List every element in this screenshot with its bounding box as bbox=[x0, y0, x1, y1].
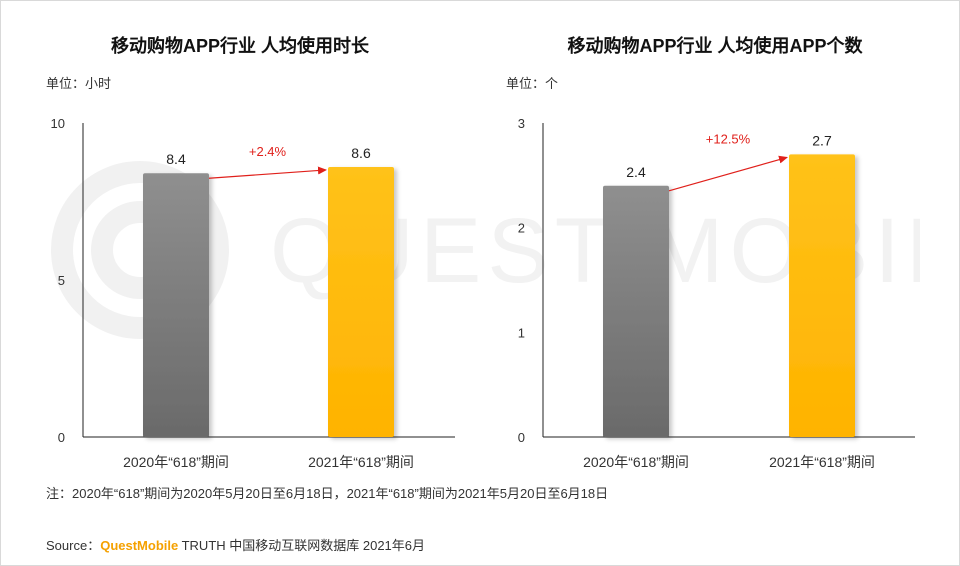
y-tick-label: 3 bbox=[518, 116, 525, 131]
category-label: 2021年“618”期间 bbox=[308, 454, 414, 470]
category-label: 2020年“618”期间 bbox=[583, 454, 689, 470]
chart-app-count-svg: 移动购物APP行业 人均使用APP个数 单位：个 0 1 2 3 2.4 2020年“61… bbox=[506, 35, 915, 470]
growth-label: +12.5% bbox=[706, 131, 751, 146]
category-label: 2021年“618”期间 bbox=[769, 454, 875, 470]
y-tick-label: 0 bbox=[518, 430, 525, 445]
y-tick-label: 0 bbox=[58, 430, 65, 445]
bar bbox=[143, 173, 209, 438]
bar-value-label: 8.6 bbox=[351, 145, 371, 161]
growth-arrow bbox=[208, 166, 327, 179]
bar bbox=[328, 166, 394, 437]
y-tick-label: 2 bbox=[518, 221, 525, 236]
bar-value-label: 8.4 bbox=[166, 151, 186, 167]
plot-area: 0 1 2 3 2.4 2020年“618”期间 2.7 2021年“618”期间 +12.5% bbox=[518, 116, 915, 470]
growth-label: +2.4% bbox=[249, 144, 287, 159]
source-prefix: Source： bbox=[46, 538, 101, 553]
source-brand: QuestMobile bbox=[100, 538, 179, 553]
bar-value-label: 2.7 bbox=[812, 132, 832, 148]
chart-title: 移动购物APP行业 人均使用时长 bbox=[111, 35, 370, 56]
y-tick-label: 5 bbox=[58, 273, 65, 288]
source-rest: TRUTH 中国移动互联网数据库 2021年6月 bbox=[178, 538, 426, 553]
footnote: 注：2020年“618”期间为2020年5月20日至6月18日，2021年“61… bbox=[46, 486, 609, 501]
category-label: 2020年“618”期间 bbox=[123, 454, 229, 470]
source-line: Source：QuestMobile TRUTH 中国移动互联网数据库 2021… bbox=[46, 535, 425, 554]
unit-label: 单位：个 bbox=[506, 76, 558, 91]
plot-area: 0 5 10 8.4 2020年“618”期间 8.6 2021年“618”期间 +2.4% bbox=[51, 116, 455, 470]
growth-arrow bbox=[668, 155, 788, 192]
chart-app-count: 移动购物APP行业 人均使用APP个数 单位：个 0 1 2 3 2.4 2020年“61… bbox=[460, 0, 960, 485]
bar-value-label: 2.4 bbox=[626, 164, 646, 180]
chart-usage-duration: 移动购物APP行业 人均使用时长 单位：小时 0 5 10 8.4 2020年“618”… bbox=[0, 0, 480, 485]
chart-title: 移动购物APP行业 人均使用APP个数 bbox=[567, 35, 863, 56]
bar bbox=[789, 154, 855, 437]
bar bbox=[603, 185, 669, 437]
chart-usage-duration-svg: 移动购物APP行业 人均使用时长 单位：小时 0 5 10 8.4 2020年“618”… bbox=[46, 35, 455, 470]
y-tick-label: 1 bbox=[518, 325, 525, 340]
unit-label: 单位：小时 bbox=[46, 76, 111, 91]
y-tick-label: 10 bbox=[51, 116, 65, 131]
